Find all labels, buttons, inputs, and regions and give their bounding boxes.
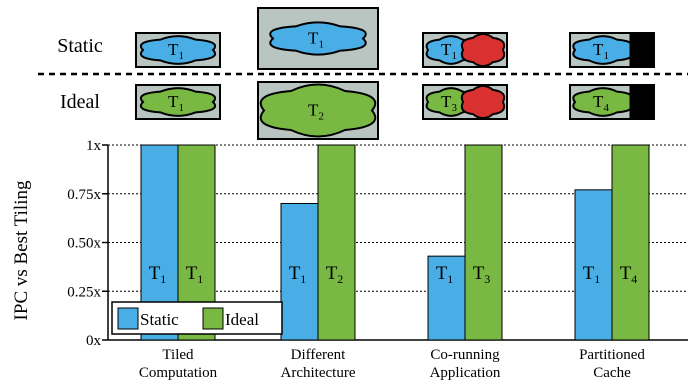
cloud-blue [572, 35, 634, 65]
legend-swatch-ideal [202, 307, 224, 330]
category-label-2-line2: Application [430, 365, 501, 381]
bar-label-ideal-0: T1 [186, 263, 204, 286]
cloud-green [139, 87, 217, 117]
illustration-label: T3 [441, 92, 457, 114]
illustration-label: T1 [593, 40, 609, 62]
legend-swatch-static [117, 307, 139, 330]
row-label-ideal: Ideal [60, 91, 100, 113]
legend-label-ideal: Ideal [225, 310, 259, 329]
bar-label-ideal-1: T2 [326, 263, 344, 286]
illustration-static-2: T1 [422, 32, 508, 68]
illustration-label: T4 [593, 92, 609, 114]
category-label-0-line2: Computation [139, 365, 218, 381]
illustration-label: T1 [168, 40, 184, 62]
illustration-label: T1 [308, 29, 324, 51]
black-block [629, 32, 655, 68]
legend-box [111, 301, 283, 335]
illustration-ideal-2: T3 [422, 84, 508, 120]
illustration-static-1: T1 [257, 7, 379, 70]
bar-label-static-0: T1 [149, 263, 167, 286]
y-tick-label-2: 0.50x [67, 236, 101, 252]
row-label-static: Static [57, 35, 103, 57]
y-tick-label-1: 0.25x [67, 284, 101, 300]
illustration-ideal-1: T2 [257, 81, 379, 140]
category-label-3-line2: Cache [593, 365, 631, 381]
y-tick-label-4: 1x [86, 138, 102, 154]
illustration-label: T1 [168, 92, 184, 114]
category-label-1-line2: Architecture [281, 365, 356, 381]
bar-static-3 [574, 189, 613, 341]
bar-static-1 [280, 203, 319, 341]
cloud-green [259, 83, 377, 138]
cloud-blue [269, 21, 367, 56]
illustration-static-0: T1 [135, 32, 221, 68]
bar-label-static-3: T1 [583, 263, 601, 286]
illustration-ideal-0: T1 [135, 84, 221, 120]
bar-static-2 [427, 255, 466, 341]
y-axis-title: IPC vs Best Tiling [11, 180, 32, 320]
legend-label-static: Static [140, 310, 179, 329]
cloud-green [572, 87, 634, 117]
illustration-label: T1 [441, 40, 457, 62]
cloud-red [460, 84, 506, 120]
legend: Static Ideal [111, 301, 283, 335]
bar-label-static-1: T1 [289, 263, 307, 286]
category-label-0-line1: Tiled [162, 347, 194, 363]
illustration-label: T2 [308, 101, 324, 123]
cloud-blue [139, 35, 217, 65]
bar-ideal-2 [464, 144, 503, 341]
illustration-ideal-3: T4 [569, 84, 655, 120]
black-block [629, 84, 655, 120]
y-tick-label-0: 0x [86, 333, 102, 349]
bar-label-ideal-2: T3 [473, 263, 491, 286]
category-label-1-line1: Different [291, 347, 347, 363]
cloud-red [460, 32, 506, 68]
bar-label-ideal-3: T4 [620, 263, 638, 286]
illustration-static-3: T1 [569, 32, 655, 68]
category-label-2-line1: Co-running [430, 347, 500, 363]
y-tick-label-3: 0.75x [67, 187, 101, 203]
bar-ideal-3 [611, 144, 650, 341]
bar-label-static-2: T1 [436, 263, 454, 286]
bar-ideal-1 [317, 144, 356, 341]
category-label-3-line1: Partitioned [579, 347, 645, 363]
